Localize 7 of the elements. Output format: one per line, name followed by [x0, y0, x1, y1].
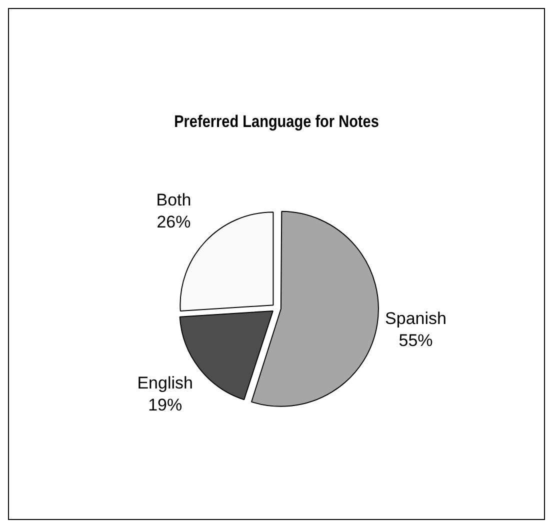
slice-label: Both: [156, 190, 192, 210]
slice-label: English: [137, 373, 193, 392]
slice-label: Spanish: [385, 308, 446, 328]
data-label: 55%: [398, 330, 433, 350]
data-label: 26%: [156, 212, 191, 232]
data-label: 19%: [148, 395, 182, 414]
chart-title: Preferred Language for Notes: [174, 112, 380, 132]
